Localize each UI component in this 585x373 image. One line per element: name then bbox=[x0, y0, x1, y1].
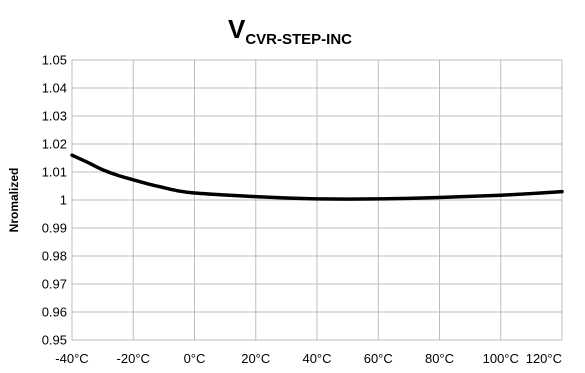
x-tick-label: 60°C bbox=[364, 351, 393, 366]
y-tick-label: 1.01 bbox=[42, 165, 67, 180]
x-tick-label: 20°C bbox=[241, 351, 270, 366]
x-tick-label: 100°C bbox=[483, 351, 519, 366]
y-tick-label: 0.95 bbox=[42, 333, 67, 348]
y-tick-label: 1.03 bbox=[42, 109, 67, 124]
y-tick-label: 0.97 bbox=[42, 277, 67, 292]
y-tick-label: 0.96 bbox=[42, 305, 67, 320]
x-tick-label: 40°C bbox=[302, 351, 331, 366]
y-tick-label: 0.98 bbox=[42, 249, 67, 264]
y-axis-label: Nromalized bbox=[7, 168, 21, 233]
x-tick-label: 120°C bbox=[526, 351, 562, 366]
chart-title-main: V bbox=[228, 14, 246, 44]
y-tick-label: 0.99 bbox=[42, 221, 67, 236]
x-tick-label: 0°C bbox=[184, 351, 206, 366]
x-tick-label: -40°C bbox=[55, 351, 88, 366]
y-tick-label: 1.05 bbox=[42, 53, 67, 68]
chart-title-subscript: CVR-STEP-INC bbox=[245, 31, 352, 48]
series-line bbox=[70, 153, 564, 201]
y-tick-label: 1.04 bbox=[42, 81, 67, 96]
chart-title: VCVR-STEP-INC bbox=[228, 14, 352, 48]
x-tick-labels: -40°C -20°C 0°C 20°C 40°C 60°C 80°C 100°C 120°C bbox=[55, 351, 562, 366]
x-tick-label: 80°C bbox=[425, 351, 454, 366]
series-layer bbox=[70, 153, 564, 201]
y-tick-labels: 1.05 1.04 1.03 1.02 1.01 1 0.99 0.98 0.97 0.96 0.9… bbox=[42, 53, 67, 348]
y-tick-label: 1.02 bbox=[42, 137, 67, 152]
x-tick-label: -20°C bbox=[117, 351, 150, 366]
y-tick-label: 1 bbox=[60, 193, 67, 208]
